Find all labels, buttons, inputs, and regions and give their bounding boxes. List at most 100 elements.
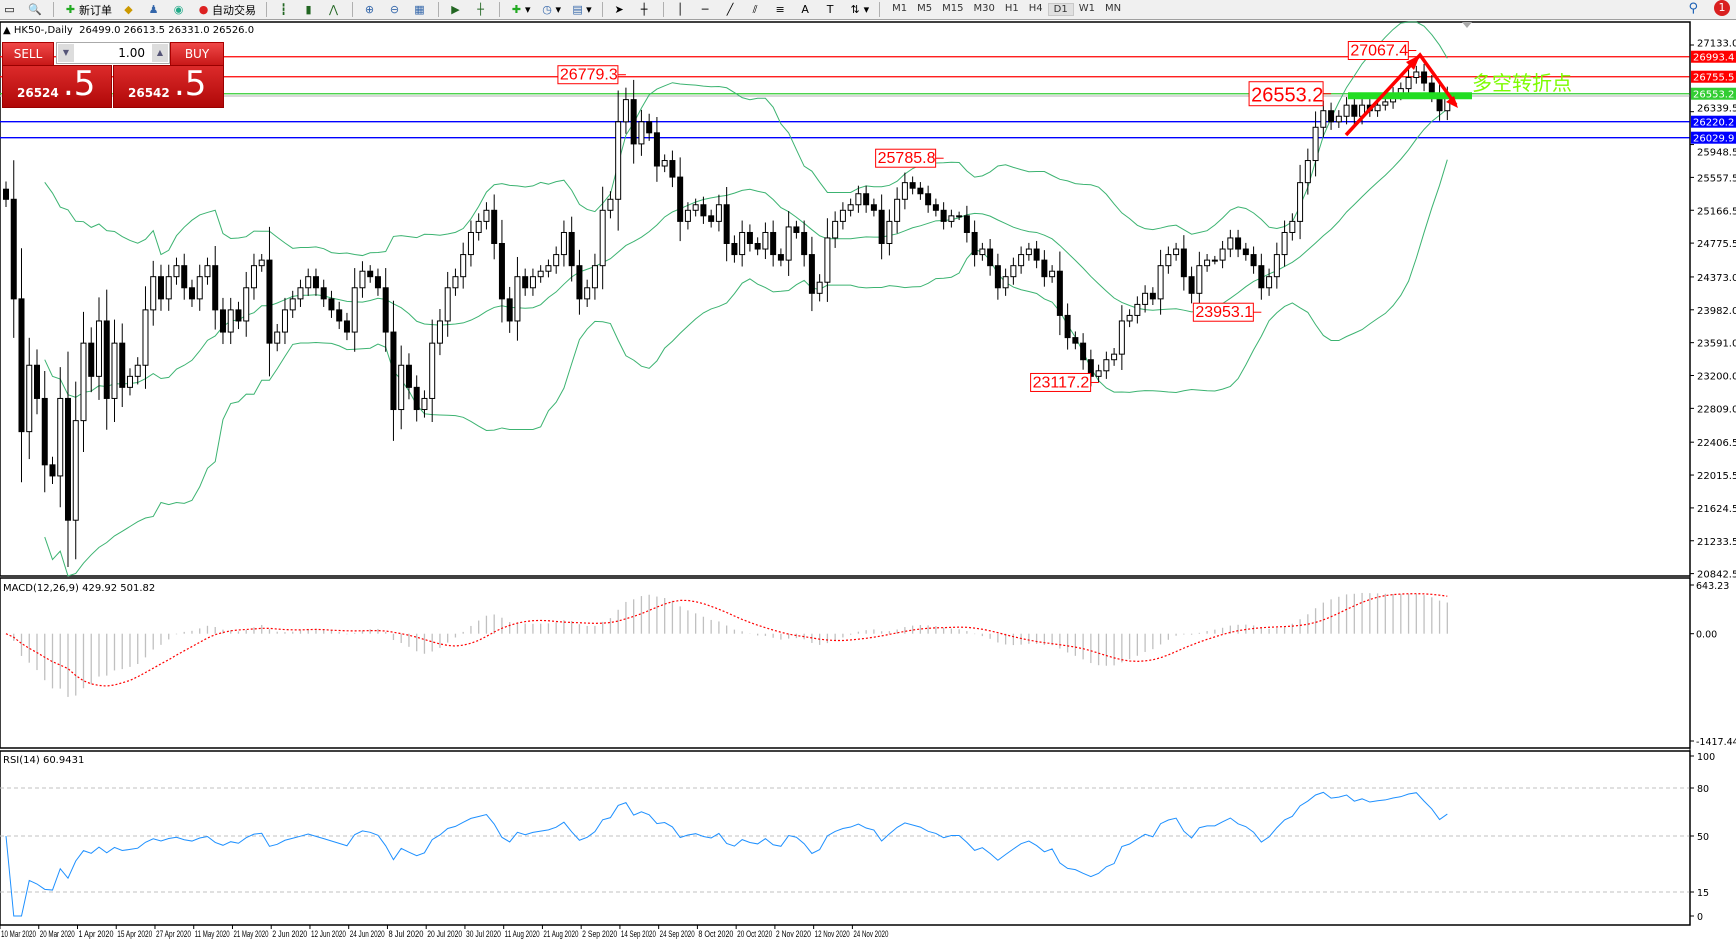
candle[interactable] — [545, 265, 552, 272]
candle[interactable] — [498, 242, 505, 300]
candle[interactable] — [421, 397, 428, 411]
timeframe-m30[interactable]: M30 — [973, 3, 995, 14]
candle[interactable] — [1204, 259, 1211, 267]
candle[interactable] — [723, 204, 730, 244]
candle[interactable] — [1320, 110, 1327, 128]
timeframe-w1[interactable]: W1 — [1078, 3, 1095, 14]
candle[interactable] — [305, 276, 312, 289]
candle[interactable] — [917, 187, 924, 195]
candle[interactable] — [1118, 320, 1125, 355]
zoom-out-button[interactable]: ⊖ — [385, 1, 406, 18]
candle[interactable] — [901, 182, 908, 200]
candle[interactable] — [1382, 101, 1389, 106]
candle[interactable] — [1188, 276, 1195, 294]
candle[interactable] — [181, 265, 188, 289]
candle[interactable] — [777, 254, 784, 261]
templates-button[interactable]: ▤ ▾ — [572, 3, 592, 16]
chart-shift-marker-icon[interactable] — [1462, 22, 1472, 28]
candle[interactable] — [994, 265, 1001, 289]
candle[interactable] — [1180, 248, 1187, 278]
lot-decrease-button[interactable]: ▼ — [58, 44, 74, 62]
candle[interactable] — [1297, 182, 1304, 222]
timeframe-m15[interactable]: M15 — [942, 3, 964, 14]
horizontal-line-button[interactable]: ─ — [696, 1, 717, 18]
candle[interactable] — [599, 209, 606, 267]
candle[interactable] — [715, 204, 722, 222]
candle[interactable] — [1142, 292, 1149, 305]
candle[interactable] — [1421, 71, 1428, 84]
candle[interactable] — [398, 364, 405, 411]
candle[interactable] — [1335, 115, 1342, 123]
candle[interactable] — [638, 121, 645, 145]
candle[interactable] — [1328, 110, 1335, 123]
timeframe-h1[interactable]: H1 — [1004, 3, 1019, 14]
candle[interactable] — [1219, 248, 1226, 261]
candlestick-button[interactable]: ▮ — [299, 1, 320, 18]
candle[interactable] — [72, 420, 79, 521]
candle[interactable] — [26, 364, 33, 433]
candle[interactable] — [444, 287, 451, 322]
candle[interactable] — [514, 276, 521, 322]
candle[interactable] — [491, 209, 498, 244]
candle[interactable] — [281, 309, 288, 333]
candle[interactable] — [746, 231, 753, 244]
chart-shift-button[interactable]: ┼ — [471, 1, 492, 18]
candle[interactable] — [460, 254, 467, 278]
signals-button[interactable]: ◉ — [169, 1, 190, 18]
candle[interactable] — [979, 248, 986, 256]
candle[interactable] — [870, 204, 877, 211]
timeframe-h4[interactable]: H4 — [1028, 3, 1043, 14]
candle[interactable] — [1173, 248, 1180, 256]
candle[interactable] — [351, 287, 358, 333]
candle[interactable] — [808, 254, 815, 294]
candle[interactable] — [591, 265, 598, 289]
vertical-line-button[interactable]: │ — [671, 1, 692, 18]
candle[interactable] — [855, 193, 862, 206]
timeframe-m5[interactable]: M5 — [917, 3, 933, 14]
candle[interactable] — [793, 226, 800, 233]
timeframe-mn[interactable]: MN — [1104, 3, 1122, 14]
candle[interactable] — [963, 215, 970, 233]
trendline-button[interactable]: ╱ — [721, 1, 742, 18]
cursor-button[interactable]: ➤ — [610, 1, 631, 18]
candle[interactable] — [297, 287, 304, 300]
candle[interactable] — [1242, 248, 1249, 256]
candle[interactable] — [1289, 220, 1296, 233]
candle[interactable] — [243, 287, 250, 322]
candle[interactable] — [390, 331, 397, 411]
candle[interactable] — [436, 320, 443, 344]
candle[interactable] — [677, 176, 684, 222]
candle[interactable] — [971, 231, 978, 256]
candle[interactable] — [33, 364, 40, 399]
bar-chart-button[interactable]: ┇ — [274, 1, 295, 18]
candle[interactable] — [1227, 237, 1234, 250]
candle[interactable] — [188, 287, 195, 300]
candle[interactable] — [863, 193, 870, 206]
candle[interactable] — [173, 265, 180, 278]
candle[interactable] — [312, 276, 319, 289]
new-chart-button[interactable]: ▭ — [0, 1, 21, 18]
candle[interactable] — [739, 231, 746, 256]
candle[interactable] — [1103, 359, 1110, 372]
candle[interactable] — [258, 259, 265, 267]
candle[interactable] — [948, 215, 955, 222]
candle[interactable] — [847, 204, 854, 211]
candle[interactable] — [126, 375, 133, 388]
candle[interactable] — [754, 242, 761, 250]
candle[interactable] — [770, 231, 777, 256]
lot-increase-button[interactable]: ▲ — [152, 44, 168, 62]
candle[interactable] — [1049, 270, 1056, 278]
candle[interactable] — [1351, 104, 1358, 117]
tile-windows-button[interactable]: ▦ — [410, 1, 431, 18]
sell-button[interactable]: SELL — [2, 42, 54, 66]
candle[interactable] — [529, 276, 536, 289]
candle[interactable] — [700, 204, 707, 217]
candle[interactable] — [359, 270, 366, 289]
candle[interactable] — [1111, 353, 1118, 361]
candle[interactable] — [553, 254, 560, 267]
candle[interactable] — [1165, 254, 1172, 267]
candle[interactable] — [909, 182, 916, 189]
candle[interactable] — [878, 209, 885, 244]
candle[interactable] — [1413, 71, 1420, 79]
candle[interactable] — [708, 215, 715, 222]
